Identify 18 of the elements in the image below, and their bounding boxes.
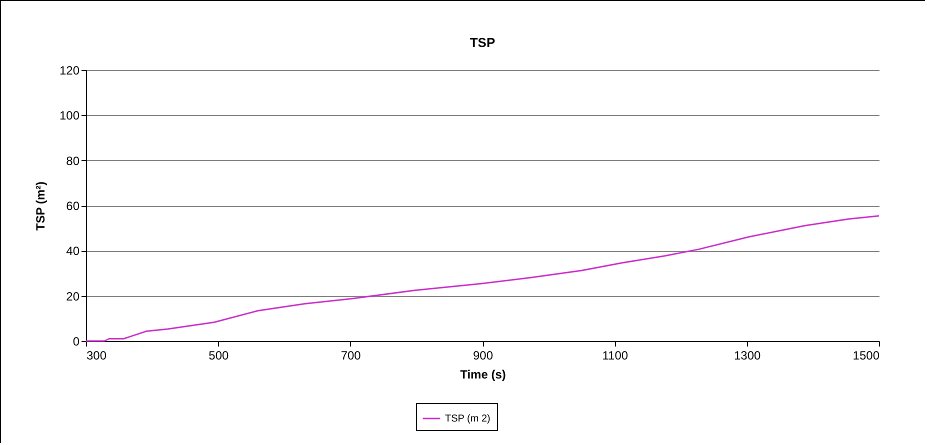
x-tick-label: 700 [340, 348, 362, 362]
x-tick-label: 900 [472, 348, 494, 362]
y-tick-label: 80 [66, 154, 80, 168]
legend-label: TSP (m 2) [445, 414, 490, 424]
chart-title: TSP [470, 35, 496, 50]
x-tick-label: 1100 [602, 348, 628, 362]
y-tick-label: 40 [66, 244, 80, 258]
x-tick-label: 1500 [852, 348, 880, 362]
x-tick-label: 1300 [734, 348, 762, 362]
y-tick-label: 0 [72, 334, 80, 348]
y-tick-label: 120 [59, 64, 80, 78]
y-tick-label: 60 [66, 199, 80, 213]
x-axis-title: Time (s) [460, 368, 506, 382]
y-tick-label: 20 [66, 289, 80, 304]
y-axis-title: TSP (m²) [33, 181, 48, 231]
x-tick-label: 300 [86, 348, 107, 362]
y-tick-label: 100 [59, 108, 80, 123]
x-tick-label: 500 [208, 348, 229, 362]
